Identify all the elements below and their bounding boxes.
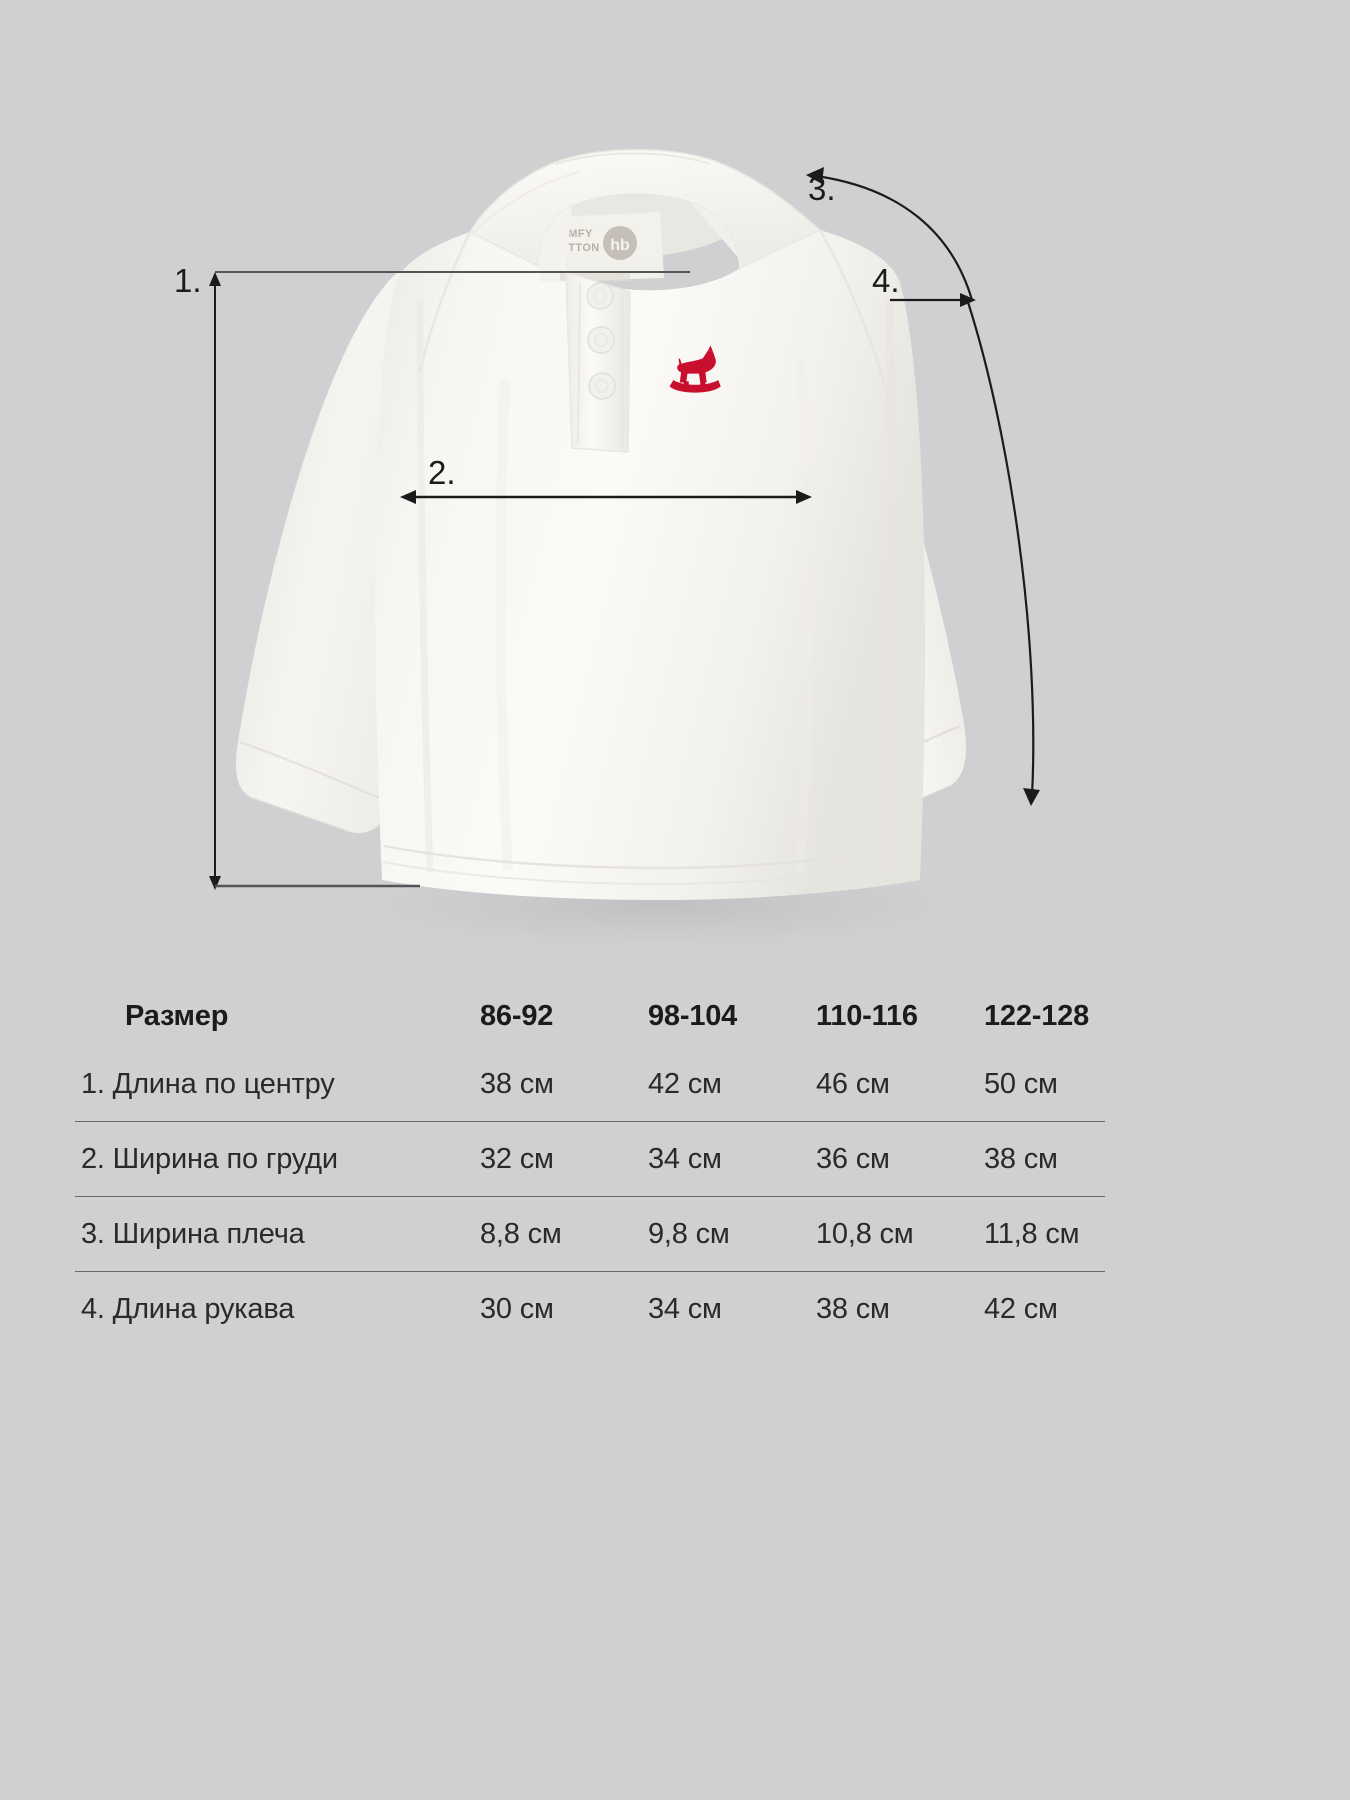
cell-shoulder-width-122-128: 11,8 см	[984, 1196, 1105, 1272]
row-label-center-length: 1. Длина по центру	[81, 1067, 335, 1100]
table-header-row: Размер 86-92 98-104 110-116 122-128	[75, 985, 1105, 1047]
annotation-label-4: 4.	[872, 262, 900, 299]
garment-photo-area: COMFY COTTON 1S. hb	[174, 149, 1040, 953]
column-header-98-104: 98-104	[648, 999, 738, 1032]
cell-sleeve-length-122-128: 42 см	[984, 1271, 1105, 1346]
column-header-size: Размер	[125, 999, 229, 1032]
placket-buttons	[586, 282, 616, 400]
column-header-122-128: 122-128	[984, 999, 1090, 1032]
annotation-label-3: 3.	[808, 170, 836, 207]
cell-chest-width-98-104: 34 см	[648, 1121, 816, 1197]
cell-sleeve-length-110-116: 38 см	[816, 1271, 984, 1346]
shirt-body	[375, 230, 926, 900]
row-label-chest-width: 2. Ширина по груди	[75, 1121, 480, 1197]
cell-center-length-98-104: 42 см	[648, 1067, 722, 1100]
row-label-shoulder-width: 3. Ширина плеча	[75, 1196, 480, 1272]
table-body: 1. Длина по центру 38 см 42 см 46 см 50 …	[75, 1047, 1105, 1346]
polo-shirt-illustration: COMFY COTTON 1S. hb	[236, 149, 990, 953]
row-label-sleeve-length: 4. Длина рукава	[75, 1271, 480, 1346]
table-row: 1. Длина по центру 38 см 42 см 46 см 50 …	[75, 1047, 1105, 1122]
annotation-label-2: 2.	[428, 454, 456, 491]
cell-sleeve-length-86-92: 30 см	[480, 1271, 648, 1346]
hb-badge-label: hb	[610, 237, 630, 254]
cell-sleeve-length-98-104: 34 см	[648, 1271, 816, 1346]
cell-center-length-122-128: 50 см	[984, 1067, 1058, 1100]
table-row: 4. Длина рукава 30 см 34 см 38 см 42 см	[75, 1271, 1105, 1346]
cell-center-length-110-116: 46 см	[816, 1067, 890, 1100]
cell-shoulder-width-86-92: 8,8 см	[480, 1196, 648, 1272]
table-row: 3. Ширина плеча 8,8 см 9,8 см 10,8 см 11…	[75, 1196, 1105, 1272]
cell-shoulder-width-98-104: 9,8 см	[648, 1196, 816, 1272]
annotation-label-1: 1.	[174, 262, 202, 299]
size-chart-table: Размер 86-92 98-104 110-116 122-128 1. Д…	[75, 985, 1105, 1346]
table-header: Размер 86-92 98-104 110-116 122-128	[75, 985, 1105, 1047]
hb-badge	[603, 226, 637, 260]
cell-chest-width-86-92: 32 см	[480, 1121, 648, 1197]
column-header-86-92: 86-92	[480, 999, 554, 1032]
column-header-110-116: 110-116	[816, 999, 918, 1032]
table-row: 2. Ширина по груди 32 см 34 см 36 см 38 …	[75, 1121, 1105, 1197]
cell-center-length-86-92: 38 см	[480, 1067, 554, 1100]
cell-shoulder-width-110-116: 10,8 см	[816, 1196, 984, 1272]
rocking-horse-embroidery	[669, 345, 721, 393]
cell-chest-width-122-128: 38 см	[984, 1121, 1105, 1197]
cell-chest-width-110-116: 36 см	[816, 1121, 984, 1197]
